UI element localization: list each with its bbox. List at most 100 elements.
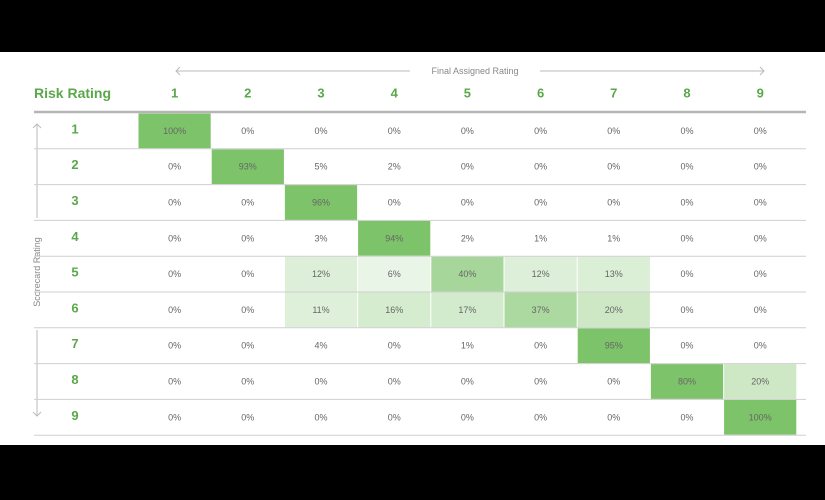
cell-label-3-2: 0% [241,198,254,208]
cell-label-9-7: 0% [607,412,620,422]
y-axis-arrow-head-bottom [32,411,42,417]
cell-label-4-6: 1% [534,233,547,243]
cell-label-5-1: 0% [168,269,181,279]
cell-label-7-7: 95% [605,341,623,351]
cell-label-3-3: 96% [312,198,330,208]
column-header-2: 2 [244,86,251,101]
cell-label-8-9: 20% [751,377,769,387]
cell-label-2-1: 0% [168,162,181,172]
row-separators [34,110,806,436]
heatmap-cell-8-8 [650,364,724,399]
y-axis-label: Scorecard Rating [32,237,42,307]
cell-label-3-9: 0% [754,198,767,208]
heatmap-cell-8-9 [724,364,797,399]
cell-label-7-6: 0% [534,341,547,351]
heatmap-cell-3-3 [284,185,358,220]
row-header-3: 3 [71,193,78,208]
column-headers: 1 2 3 4 5 6 7 8 9 [171,86,764,101]
cell-label-7-8: 0% [680,341,693,351]
row-header-1: 1 [71,121,78,136]
cell-label-3-5: 0% [461,198,474,208]
cell-label-3-1: 0% [168,198,181,208]
cell-label-7-1: 0% [168,341,181,351]
cell-label-1-1: 100% [163,126,186,136]
cell-label-1-4: 0% [388,126,401,136]
cell-label-8-7: 0% [607,377,620,387]
cell-label-4-5: 2% [461,233,474,243]
heatmap-cell-4-4 [358,220,431,256]
cell-label-9-2: 0% [241,412,254,422]
cell-label-2-9: 0% [754,162,767,172]
cell-label-2-6: 0% [534,162,547,172]
heatmap-cells: 100% 0% 0% 0% 0% 0% 0% 0% 0% 0% 93% 5% 2% 0% 0% 0% 0% 0% 0… [138,113,797,435]
heatmap-cell-2-2 [211,149,284,185]
cell-label-5-5: 40% [458,269,476,279]
cell-label-1-9: 0% [754,126,767,136]
cell-label-4-9: 0% [754,233,767,243]
x-axis-label: Final Assigned Rating [431,66,518,76]
cell-label-8-6: 0% [534,377,547,387]
cell-label-2-5: 0% [461,162,474,172]
column-header-9: 9 [757,86,764,101]
row-header-9: 9 [71,408,78,423]
column-header-8: 8 [683,86,690,101]
heatmap-cell-6-4 [358,292,431,328]
row-header-5: 5 [71,265,78,280]
row-header-2: 2 [71,157,78,172]
cell-label-7-3: 4% [314,341,327,351]
cell-label-9-1: 0% [168,412,181,422]
heatmap-cell-5-7 [577,256,650,292]
cell-label-4-8: 0% [680,233,693,243]
cell-label-9-4: 0% [388,412,401,422]
cell-label-7-5: 1% [461,341,474,351]
y-axis-arrow-head-top [32,123,42,129]
cell-label-4-3: 3% [314,233,327,243]
heatmap-cell-5-5 [431,256,504,292]
row-header-7: 7 [71,336,78,351]
cell-label-9-9: 100% [749,412,772,422]
cell-label-6-8: 0% [680,305,693,315]
row-headers: 1 2 3 4 5 6 7 8 9 [71,121,79,422]
cell-label-7-9: 0% [754,341,767,351]
heatmap-cell-5-3 [284,256,358,292]
cell-label-5-9: 0% [754,269,767,279]
cell-label-5-7: 13% [605,269,623,279]
cell-label-5-4: 6% [388,269,401,279]
cell-label-2-4: 2% [388,162,401,172]
cell-label-5-2: 0% [241,269,254,279]
heatmap-cell-5-4 [358,256,431,292]
cell-label-3-4: 0% [388,198,401,208]
column-header-5: 5 [464,86,471,101]
heatmap-cell-6-5 [431,292,504,328]
x-axis-label-group: Final Assigned Rating [175,66,765,76]
row-header-8: 8 [71,372,78,387]
heatmap-cell-6-7 [577,292,650,328]
heatmap-cell-5-6 [504,256,577,292]
row-header-4: 4 [71,229,79,244]
cell-label-1-2: 0% [241,126,254,136]
x-axis-arrow-head-right [759,66,765,76]
cell-label-1-5: 0% [461,126,474,136]
x-axis-arrow-head-left [175,66,181,76]
cell-label-3-7: 0% [607,198,620,208]
cell-label-6-9: 0% [754,305,767,315]
cell-label-4-2: 0% [241,233,254,243]
cell-label-1-3: 0% [314,126,327,136]
cell-label-5-3: 12% [312,269,330,279]
cell-label-5-6: 12% [532,269,550,279]
cell-label-5-8: 0% [680,269,693,279]
cell-label-8-5: 0% [461,377,474,387]
cell-label-6-1: 0% [168,305,181,315]
heatmap-cell-7-7 [577,328,650,364]
cell-label-8-1: 0% [168,377,181,387]
column-header-7: 7 [610,86,617,101]
cell-label-6-4: 16% [385,305,403,315]
cell-label-4-7: 1% [607,233,620,243]
cell-label-6-6: 37% [532,305,550,315]
column-header-6: 6 [537,86,544,101]
cell-label-9-6: 0% [534,412,547,422]
cell-label-8-8: 80% [678,377,696,387]
y-axis-label-group: Scorecard Rating [32,123,42,417]
heatmap-cell-6-6 [504,292,577,328]
